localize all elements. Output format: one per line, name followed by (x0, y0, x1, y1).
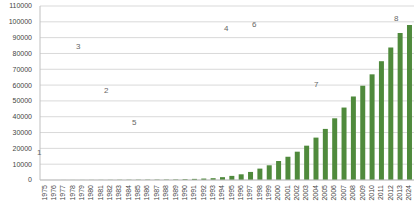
html-text:5: 5 (132, 118, 137, 127)
svg-text:1993: 1993 (209, 185, 216, 201)
svg-text:1990: 1990 (181, 185, 188, 201)
svg-text:1981: 1981 (97, 185, 104, 201)
html-text:2: 2 (104, 86, 109, 95)
svg-text:60000: 60000 (13, 82, 33, 89)
svg-text:1984: 1984 (125, 185, 132, 201)
svg-text:2002: 2002 (293, 185, 300, 201)
svg-text:1980: 1980 (87, 185, 94, 201)
svg-text:2004: 2004 (312, 185, 319, 201)
svg-text:2010: 2010 (368, 185, 375, 201)
svg-text:2007: 2007 (340, 185, 347, 201)
svg-text:1992: 1992 (200, 185, 207, 201)
svg-text:10000: 10000 (13, 161, 33, 168)
svg-text:1995: 1995 (228, 185, 235, 201)
svg-text:1977: 1977 (59, 185, 66, 201)
svg-text:2024: 2024 (405, 185, 412, 201)
svg-text:1983: 1983 (115, 185, 122, 201)
svg-text:1999: 1999 (265, 185, 272, 201)
svg-text:100000: 100000 (9, 18, 32, 25)
svg-text:1987: 1987 (153, 185, 160, 201)
svg-text:1997: 1997 (246, 185, 253, 201)
svg-text:1978: 1978 (69, 185, 76, 201)
svg-text:30000: 30000 (13, 129, 33, 136)
svg-text:40000: 40000 (13, 113, 33, 120)
svg-text:1996: 1996 (237, 185, 244, 201)
svg-text:2011: 2011 (377, 185, 384, 200)
html-text:1: 1 (37, 148, 42, 157)
svg-text:2005: 2005 (321, 185, 328, 201)
svg-text:2009: 2009 (359, 185, 366, 201)
svg-text:2013: 2013 (396, 185, 403, 201)
svg-text:2003: 2003 (302, 185, 309, 201)
svg-text:20000: 20000 (13, 145, 33, 152)
svg-text:1988: 1988 (162, 185, 169, 201)
svg-text:1991: 1991 (190, 185, 197, 201)
svg-text:0: 0 (28, 176, 32, 183)
svg-text:50000: 50000 (13, 97, 33, 104)
svg-text:1989: 1989 (172, 185, 179, 201)
svg-text:70000: 70000 (13, 66, 33, 73)
svg-text:2001: 2001 (284, 185, 291, 201)
svg-text:2000: 2000 (274, 185, 281, 201)
svg-text:1975: 1975 (41, 185, 48, 201)
svg-text:2012: 2012 (387, 185, 394, 201)
svg-text:1994: 1994 (218, 185, 225, 201)
html-text:4: 4 (224, 24, 229, 33)
html-text:7: 7 (314, 80, 319, 89)
svg-text:80000: 80000 (13, 50, 33, 57)
svg-text:2008: 2008 (349, 185, 356, 201)
html-text:8: 8 (394, 14, 399, 23)
html-text:6: 6 (252, 20, 257, 29)
svg-text:1998: 1998 (256, 185, 263, 201)
svg-text:1979: 1979 (78, 185, 85, 201)
svg-text:1985: 1985 (134, 185, 141, 201)
svg-text:90000: 90000 (13, 34, 33, 41)
svg-text:2006: 2006 (330, 185, 337, 201)
svg-text:1976: 1976 (50, 185, 57, 201)
svg-text:1986: 1986 (143, 185, 150, 201)
html-text:3: 3 (76, 42, 81, 51)
svg-text:1982: 1982 (106, 185, 113, 201)
svg-text:110000: 110000 (9, 2, 32, 9)
